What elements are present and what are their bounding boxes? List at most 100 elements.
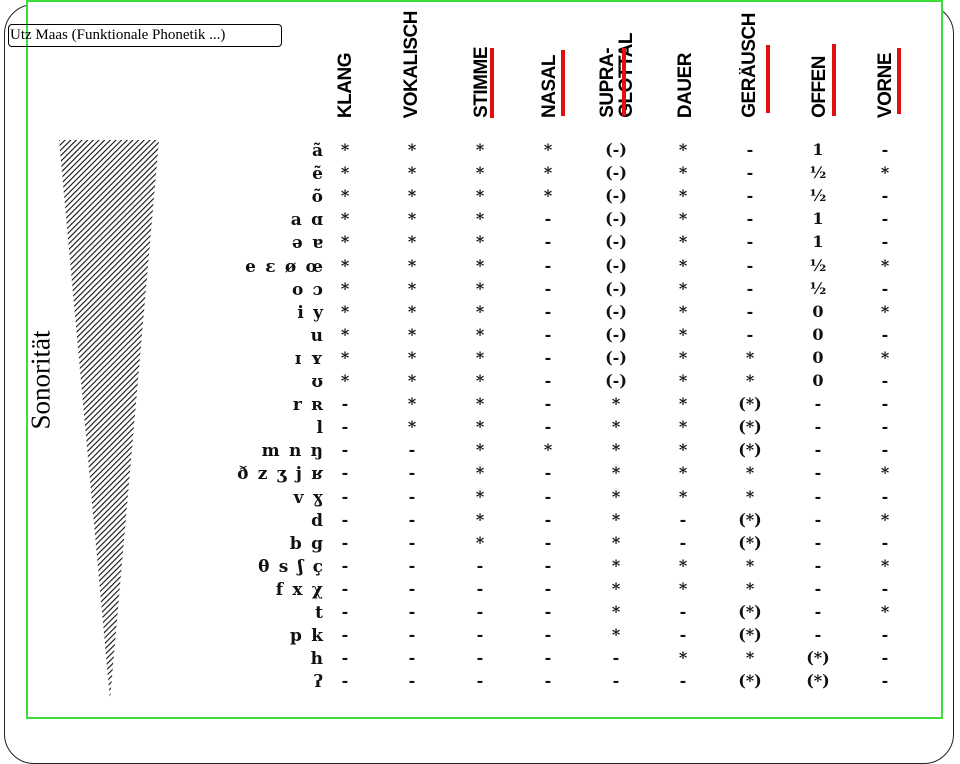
- table-cell: *: [611, 486, 621, 506]
- table-cell: (-): [605, 140, 627, 159]
- table-cell: -: [341, 394, 349, 414]
- table-cell: (-): [605, 186, 627, 206]
- table-cell: -: [746, 163, 754, 183]
- table-cell: -: [476, 578, 484, 598]
- table-cell: *: [611, 602, 621, 621]
- row-symbols: v ɣ: [293, 487, 323, 508]
- table-cell: *: [475, 509, 485, 529]
- table-cell: -: [679, 671, 687, 691]
- table-cell: *: [880, 163, 890, 183]
- table-cell: *: [543, 440, 553, 460]
- table-cell: -: [544, 671, 552, 691]
- table-cell: *: [678, 463, 688, 483]
- table-cell: -: [814, 602, 822, 621]
- table-cell: *: [543, 163, 553, 183]
- table-cell: *: [745, 463, 755, 483]
- sonority-wedge: [59, 140, 159, 700]
- table-cell: -: [341, 578, 349, 598]
- table-cell: -: [341, 602, 349, 621]
- table-cell: -: [408, 486, 416, 506]
- table-cell: -: [544, 371, 552, 390]
- table-cell: -: [476, 625, 484, 645]
- table-cell: -: [881, 625, 889, 645]
- table-cell: *: [475, 324, 485, 344]
- table-cell: -: [814, 578, 822, 598]
- table-cell: -: [814, 625, 822, 645]
- credit-box: [8, 24, 282, 47]
- row-symbols: ə ɐ: [291, 233, 323, 254]
- table-cell: *: [475, 255, 485, 275]
- row-symbols: ʔ: [313, 672, 323, 693]
- table-cell: -: [341, 509, 349, 529]
- table-cell: -: [814, 555, 822, 575]
- table-cell: *: [745, 347, 755, 367]
- table-cell: -: [814, 417, 822, 437]
- table-cell: -: [544, 301, 552, 321]
- table-cell: -: [544, 463, 552, 483]
- table-cell: *: [678, 232, 688, 252]
- table-cell: *: [340, 140, 350, 159]
- row-symbols: o ɔ: [291, 279, 323, 300]
- table-cell: -: [746, 301, 754, 321]
- table-cell: *: [880, 463, 890, 483]
- table-cell: *: [475, 532, 485, 552]
- table-cell: -: [544, 209, 552, 229]
- row-symbols: f x χ: [275, 579, 323, 600]
- table-cell: *: [475, 163, 485, 183]
- table-cell: -: [881, 209, 889, 229]
- table-cell: *: [880, 555, 890, 575]
- table-cell: *: [611, 625, 621, 645]
- table-cell: -: [814, 394, 822, 414]
- table-cell: -: [746, 186, 754, 206]
- table-cell: -: [544, 625, 552, 645]
- table-cell: *: [678, 648, 688, 668]
- table-cell: -: [544, 278, 552, 298]
- table-cell: *: [407, 371, 417, 390]
- table-cell: -: [476, 555, 484, 575]
- table-cell: -: [612, 648, 620, 668]
- row-symbols: ẽ: [312, 164, 323, 185]
- table-cell: *: [340, 278, 350, 298]
- table-cell: 0: [812, 301, 824, 321]
- table-cell: *: [475, 486, 485, 506]
- table-cell: (-): [605, 163, 627, 183]
- table-cell: -: [408, 509, 416, 529]
- column-header-stimme: STIMME: [471, 47, 492, 118]
- row-symbols: õ: [311, 187, 323, 208]
- table-cell: *: [678, 140, 688, 159]
- column-header-vorne: VORNE: [875, 52, 896, 118]
- table-cell: *: [407, 232, 417, 252]
- table-cell: -: [408, 671, 416, 691]
- table-cell: *: [475, 209, 485, 229]
- table-cell: ½: [809, 278, 827, 298]
- table-cell: (-): [605, 301, 627, 321]
- table-cell: -: [341, 463, 349, 483]
- table-cell: *: [475, 417, 485, 437]
- table-cell: *: [678, 417, 688, 437]
- row-symbols: e ɛ ø œ: [245, 256, 323, 277]
- table-cell: -: [814, 486, 822, 506]
- table-cell: -: [679, 602, 687, 621]
- table-cell: *: [475, 371, 485, 390]
- table-cell: *: [678, 440, 688, 460]
- table-cell: 1: [812, 209, 824, 229]
- red-marker: [897, 48, 901, 114]
- table-cell: (-): [605, 209, 627, 229]
- red-marker: [561, 50, 565, 116]
- red-marker: [766, 45, 770, 113]
- table-cell: *: [340, 324, 350, 344]
- table-cell: *: [880, 301, 890, 321]
- table-cell: (-): [605, 255, 627, 275]
- table-cell: -: [881, 671, 889, 691]
- table-cell: -: [341, 486, 349, 506]
- table-cell: *: [678, 209, 688, 229]
- table-cell: -: [341, 417, 349, 437]
- table-cell: *: [475, 394, 485, 414]
- table-cell: *: [407, 394, 417, 414]
- table-cell: *: [611, 440, 621, 460]
- table-cell: *: [340, 301, 350, 321]
- table-cell: -: [408, 440, 416, 460]
- table-cell: -: [881, 324, 889, 344]
- table-cell: -: [544, 347, 552, 367]
- table-cell: -: [544, 255, 552, 275]
